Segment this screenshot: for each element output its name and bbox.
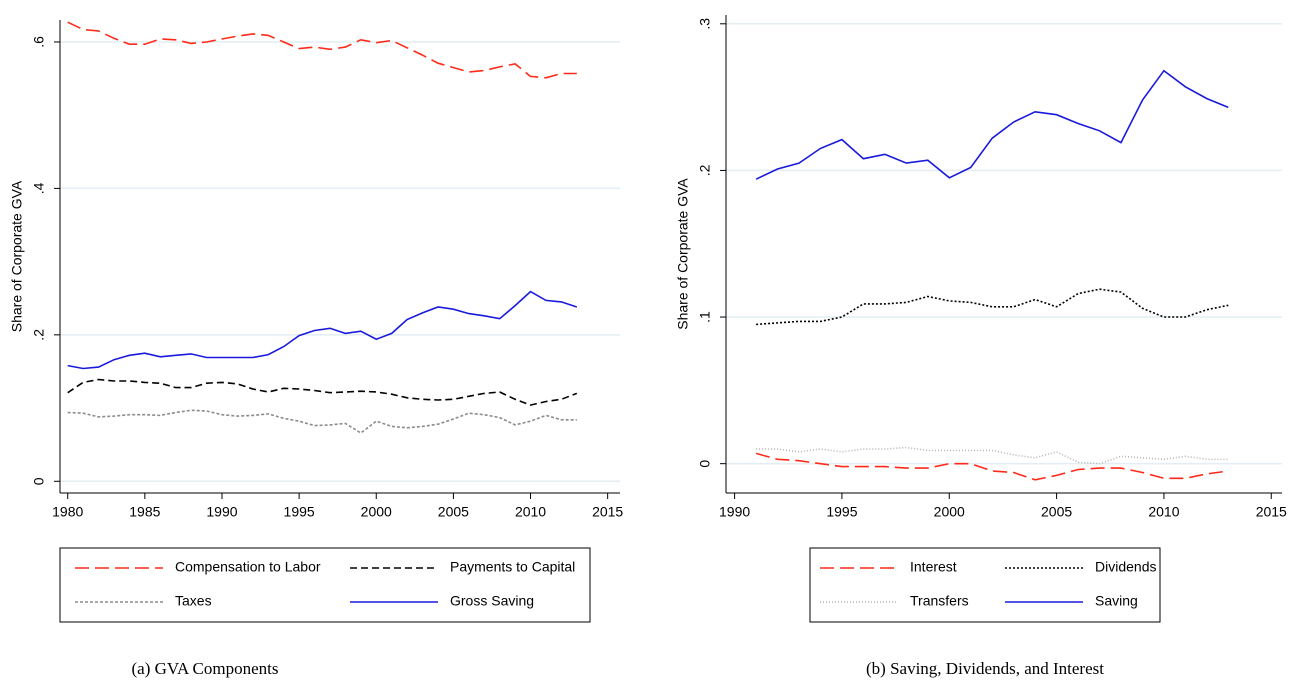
y-tick-label: .4	[31, 182, 47, 194]
series-line	[756, 446, 1229, 465]
x-tick-label: 2000	[934, 504, 965, 520]
x-tick-label: 1990	[206, 504, 237, 520]
x-tick-label: 2015	[1256, 504, 1287, 520]
y-axis-label: Share of Corporate GVA	[675, 178, 691, 330]
series-line	[67, 378, 578, 406]
y-tick-label: 0	[31, 477, 47, 485]
legend-label: Dividends	[1095, 559, 1156, 575]
legend-label: Compensation to Labor	[175, 559, 321, 575]
legend-label: Saving	[1095, 593, 1138, 609]
x-tick-label: 1995	[826, 504, 857, 520]
series-line	[755, 69, 1229, 180]
x-tick-label: 2005	[1041, 504, 1072, 520]
series-line	[67, 21, 577, 79]
caption: (a) GVA Components	[131, 659, 278, 678]
x-tick-label: 1980	[52, 504, 83, 520]
legend-box	[59, 547, 591, 623]
y-tick-label: .2	[31, 329, 47, 341]
legend-box	[809, 547, 1161, 623]
x-tick-label: 2000	[361, 504, 392, 520]
x-tick-label: 1990	[719, 504, 750, 520]
x-tick-label: 1995	[284, 504, 315, 520]
x-tick-label: 2015	[592, 504, 623, 520]
x-tick-label: 2010	[515, 504, 546, 520]
x-tick-label: 2005	[438, 504, 469, 520]
caption: (b) Saving, Dividends, and Interest	[866, 659, 1104, 678]
series-line	[67, 409, 577, 434]
x-tick-label: 1985	[129, 504, 160, 520]
series-line	[756, 288, 1229, 326]
legend-label: Gross Saving	[450, 593, 534, 609]
legend-label: Taxes	[175, 593, 212, 609]
y-tick-label: 0	[697, 460, 713, 468]
y-tick-label: .1	[697, 311, 713, 323]
x-tick-label: 2010	[1148, 504, 1179, 520]
legend-label: Transfers	[910, 593, 969, 609]
y-tick-label: .2	[697, 164, 713, 176]
legend-label: Interest	[910, 559, 957, 575]
y-axis-label: Share of Corporate GVA	[9, 180, 25, 332]
y-tick-label: .6	[31, 36, 47, 48]
series-line	[755, 452, 1229, 481]
series-line	[67, 290, 578, 370]
y-tick-label: .3	[697, 18, 713, 30]
legend-label: Payments to Capital	[450, 559, 575, 575]
